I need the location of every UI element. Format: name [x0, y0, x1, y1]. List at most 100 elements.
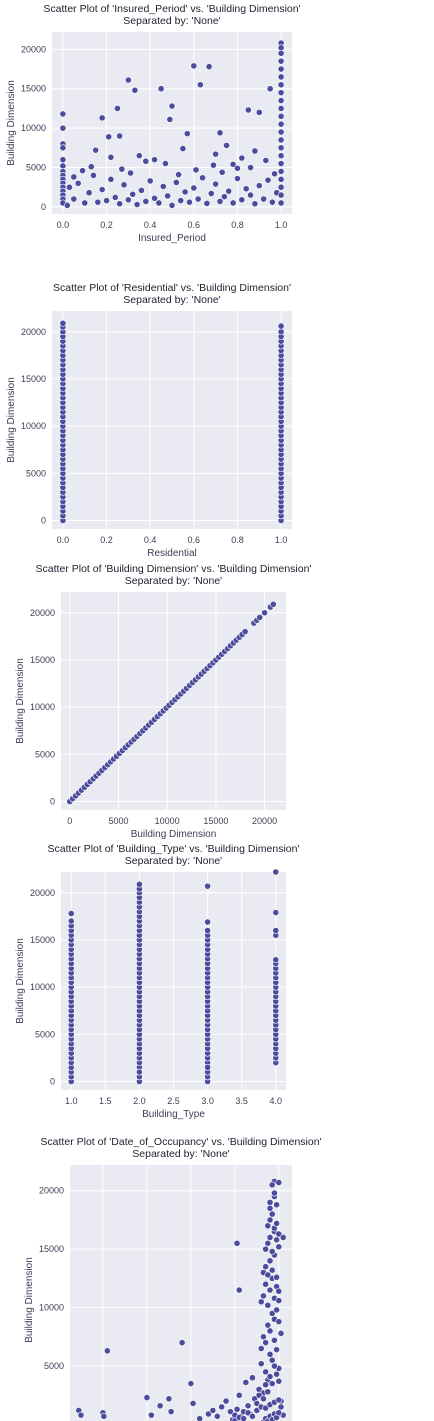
chart-subtitle: Separated by: 'None' — [125, 575, 222, 587]
y-tick-label: 0 — [50, 797, 55, 807]
x-tick-label: 5000 — [108, 816, 128, 826]
data-point — [117, 201, 123, 207]
x-tick-label: 1.0 — [275, 220, 288, 230]
data-point — [260, 1396, 266, 1402]
data-point — [223, 142, 229, 148]
data-point — [179, 1340, 185, 1346]
data-point — [60, 145, 66, 151]
data-point — [276, 1244, 282, 1250]
data-point — [278, 145, 284, 151]
data-point — [273, 927, 279, 933]
data-point — [245, 1403, 251, 1409]
data-point — [230, 200, 236, 206]
data-point — [278, 137, 284, 143]
data-point — [108, 176, 114, 182]
data-point — [144, 1394, 150, 1400]
data-point — [269, 1182, 275, 1188]
data-point — [60, 320, 66, 326]
data-point — [223, 1398, 229, 1404]
data-point — [204, 927, 210, 933]
chart-title: Scatter Plot of 'Residential' vs. 'Build… — [53, 282, 291, 294]
y-tick-label: 20000 — [30, 888, 55, 898]
data-point — [269, 1211, 275, 1217]
data-point — [249, 1413, 255, 1419]
data-point — [236, 1392, 242, 1398]
data-point — [78, 1412, 84, 1418]
x-axis-label: Residential — [147, 548, 196, 559]
data-point — [165, 193, 171, 199]
data-point — [261, 196, 267, 202]
x-tick-label: 0.8 — [231, 535, 244, 545]
data-point — [269, 1380, 275, 1386]
data-point — [280, 1234, 286, 1240]
data-point — [147, 178, 153, 184]
chart-subtitle: Separated by: 'None' — [132, 1148, 229, 1160]
x-tick-label: 3.5 — [235, 1096, 248, 1106]
y-tick-label: 5000 — [35, 749, 55, 759]
data-point — [274, 1220, 280, 1226]
data-point — [278, 113, 284, 119]
data-point — [148, 1412, 154, 1418]
y-tick-label: 15000 — [39, 1244, 64, 1254]
data-point — [271, 1337, 277, 1343]
data-point — [267, 86, 273, 92]
data-point — [106, 134, 112, 140]
x-tick-label: 15000 — [203, 816, 228, 826]
y-tick-label: 10000 — [21, 421, 46, 431]
x-axis-label: Insured_Period — [138, 233, 206, 244]
data-point — [274, 1274, 280, 1280]
data-point — [166, 1396, 172, 1402]
y-tick-label: 20000 — [30, 608, 55, 618]
data-point — [257, 614, 263, 620]
y-tick-label: 0 — [50, 1077, 55, 1087]
data-point — [101, 1413, 107, 1419]
data-point — [75, 180, 81, 186]
data-point — [191, 185, 197, 191]
data-point — [157, 1403, 163, 1409]
data-point — [66, 184, 72, 190]
y-tick-label: 0 — [41, 202, 46, 212]
data-point — [278, 74, 284, 80]
chart-subtitle: Separated by: 'None' — [123, 15, 220, 27]
data-point — [276, 1179, 282, 1185]
x-tick-label: 0.4 — [144, 220, 157, 230]
data-point — [169, 202, 175, 208]
data-point — [276, 1288, 282, 1294]
chart-panel-date-of-occupancy: 1600170018001900200005000100001500020000… — [24, 1136, 322, 1421]
data-point — [278, 323, 284, 329]
data-point — [112, 194, 118, 200]
data-point — [270, 601, 276, 607]
data-point — [234, 1406, 240, 1412]
data-point — [88, 164, 94, 170]
data-point — [234, 175, 240, 181]
data-point — [252, 148, 258, 154]
data-point — [245, 107, 251, 113]
data-point — [132, 87, 138, 93]
data-point — [261, 610, 267, 616]
data-point — [267, 1373, 273, 1379]
data-point — [186, 199, 192, 205]
data-point — [219, 1404, 225, 1410]
data-point — [79, 168, 85, 174]
data-point — [210, 1407, 216, 1413]
data-point — [243, 1379, 249, 1385]
y-tick-label: 0 — [41, 516, 46, 526]
data-point — [267, 1205, 273, 1211]
data-point — [234, 1240, 240, 1246]
data-point — [265, 1240, 271, 1246]
data-point — [138, 187, 144, 193]
data-point — [256, 183, 262, 189]
data-point — [103, 198, 109, 204]
data-point — [278, 121, 284, 127]
data-point — [180, 146, 186, 152]
x-tick-label: 10000 — [155, 816, 180, 826]
y-tick-label: 5000 — [26, 163, 46, 173]
data-point — [136, 1069, 142, 1075]
data-point — [258, 1345, 264, 1351]
y-tick-label: 20000 — [39, 1186, 64, 1196]
data-point — [269, 1357, 275, 1363]
data-point — [269, 1267, 275, 1273]
data-point — [263, 1264, 269, 1270]
x-tick-label: 3.0 — [201, 1096, 214, 1106]
chart-subtitle: Separated by: 'None' — [123, 294, 220, 306]
